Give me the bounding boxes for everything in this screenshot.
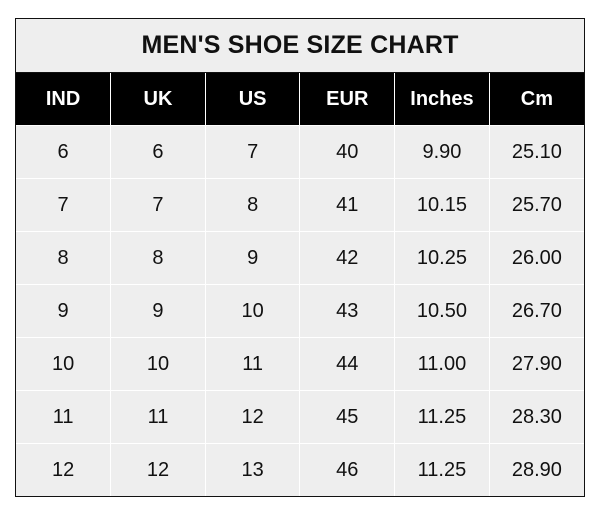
chart-title: MEN'S SHOE SIZE CHART (16, 19, 584, 73)
table-cell: 8 (204, 178, 300, 232)
table-cell: 25.10 (488, 125, 584, 179)
table-row: 8 8 9 42 10.25 26.00 (16, 231, 584, 285)
table-cell: 8 (16, 231, 111, 285)
table-row: 9 9 10 43 10.50 26.70 (16, 284, 584, 338)
table-row: 10 10 11 44 11.00 27.90 (16, 337, 584, 391)
table-cell: 11 (110, 390, 206, 444)
table-cell: 11.25 (394, 390, 490, 444)
table-cell: 28.90 (488, 443, 584, 496)
table-cell: 42 (299, 231, 395, 285)
column-header-cm: Cm (488, 73, 584, 126)
table-cell: 7 (204, 125, 300, 179)
table-cell: 40 (299, 125, 395, 179)
table-cell: 25.70 (488, 178, 584, 232)
table-cell: 9 (110, 284, 206, 338)
column-header-eur: EUR (299, 73, 395, 126)
table-cell: 11 (16, 390, 111, 444)
column-header-inches: Inches (394, 73, 490, 126)
table-row: 6 6 7 40 9.90 25.10 (16, 125, 584, 179)
table-cell: 26.00 (488, 231, 584, 285)
table-row: 7 7 8 41 10.15 25.70 (16, 178, 584, 232)
header-row: IND UK US EUR Inches Cm (16, 73, 584, 126)
table-cell: 10.25 (394, 231, 490, 285)
table-cell: 12 (110, 443, 206, 496)
table-cell: 10 (204, 284, 300, 338)
table-cell: 11 (204, 337, 300, 391)
table-cell: 9 (204, 231, 300, 285)
table-cell: 12 (204, 390, 300, 444)
table-cell: 26.70 (488, 284, 584, 338)
column-header-ind: IND (16, 73, 111, 126)
table-cell: 10.15 (394, 178, 490, 232)
table-cell: 9.90 (394, 125, 490, 179)
size-table: IND UK US EUR Inches Cm 6 6 7 40 9.90 25.10 7 7 8 41 10… (16, 73, 584, 496)
table-cell: 45 (299, 390, 395, 444)
table-cell: 28.30 (488, 390, 584, 444)
table-cell: 7 (110, 178, 206, 232)
table-cell: 10.50 (394, 284, 490, 338)
table-cell: 11.00 (394, 337, 490, 391)
size-chart: MEN'S SHOE SIZE CHART IND UK US EUR Inches Cm… (15, 18, 585, 497)
table-row: 12 12 13 46 11.25 28.90 (16, 443, 584, 496)
table-cell: 13 (204, 443, 300, 496)
table-cell: 43 (299, 284, 395, 338)
table-cell: 10 (110, 337, 206, 391)
table-cell: 12 (16, 443, 111, 496)
table-cell: 27.90 (488, 337, 584, 391)
table-row: 11 11 12 45 11.25 28.30 (16, 390, 584, 444)
table-cell: 44 (299, 337, 395, 391)
column-header-us: US (204, 73, 300, 126)
table-cell: 6 (16, 125, 111, 179)
table-cell: 7 (16, 178, 111, 232)
table-cell: 9 (16, 284, 111, 338)
table-cell: 10 (16, 337, 111, 391)
table-cell: 41 (299, 178, 395, 232)
table-cell: 11.25 (394, 443, 490, 496)
table-cell: 46 (299, 443, 395, 496)
table-cell: 8 (110, 231, 206, 285)
column-header-uk: UK (110, 73, 206, 126)
table-cell: 6 (110, 125, 206, 179)
